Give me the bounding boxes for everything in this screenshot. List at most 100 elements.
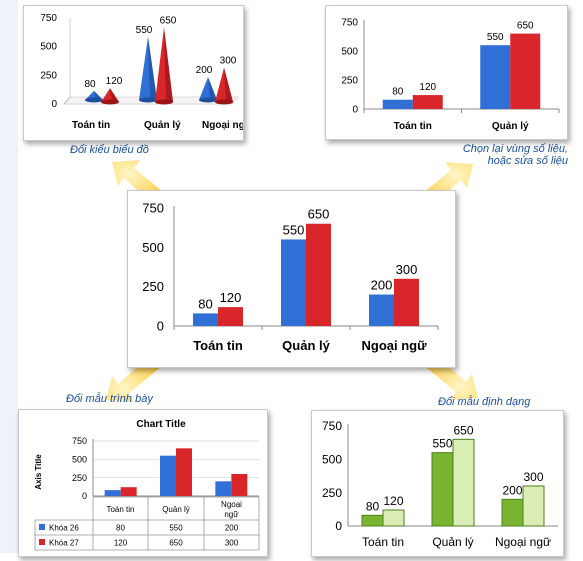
chart-3d-cone-svg: 0 250 500 750 80 120 Toán tin 550 650 Quản lý 200 3… xyxy=(40,13,252,131)
caption-change-layout: Đổi mẫu trình bày xyxy=(66,393,153,405)
y-tick-label: 750 xyxy=(72,436,87,446)
table-cell: 200 xyxy=(225,524,239,533)
category-label: Quản lý xyxy=(432,535,473,549)
category-label: Quản lý xyxy=(144,120,181,131)
table-header: ngữ xyxy=(224,510,239,519)
category-label: Quản lý xyxy=(282,338,330,353)
chart-panel-main[interactable]: 0 250 500 750 80 120 Toán tin 550 650 Quản lý 200 3… xyxy=(127,190,456,368)
y-tick-label: 500 xyxy=(40,42,57,53)
cone-base xyxy=(101,99,119,105)
legend-entry: Khóa 26 xyxy=(49,524,79,533)
cone-base xyxy=(215,99,233,105)
data-label: 120 xyxy=(419,82,436,93)
chart-panel-style[interactable]: 0 250 500 750 80 120 Toán tin 550 650 Quản lý 200 3… xyxy=(311,410,564,557)
chart-panel-data-range[interactable]: 0 250 500 750 80 120 Toán tin 550 650 Quản lý xyxy=(325,5,568,140)
bar xyxy=(104,490,121,496)
table-header: Ngoại xyxy=(221,500,242,509)
bar xyxy=(522,485,545,527)
category-label: Toán tin xyxy=(362,535,404,549)
bar xyxy=(160,455,176,496)
bar xyxy=(231,474,248,496)
data-label: 550 xyxy=(487,32,504,43)
cone-base xyxy=(199,97,217,103)
table-header: Quản lý xyxy=(162,505,190,514)
data-label: 80 xyxy=(84,79,96,90)
cone-shade xyxy=(148,36,157,101)
cone-base xyxy=(139,97,157,103)
category-label: Ngoại ngữ xyxy=(202,120,243,131)
bar xyxy=(120,487,137,496)
caption-select-data-line1: Chọn lại vùng số liệu, xyxy=(462,143,568,155)
table-header: Toán tin xyxy=(106,505,134,514)
data-label: 650 xyxy=(160,15,177,26)
cone-shade xyxy=(110,88,119,103)
bar xyxy=(218,307,243,326)
y-tick-label: 250 xyxy=(72,473,87,483)
table-cell: 300 xyxy=(225,539,239,548)
bar xyxy=(361,514,384,527)
y-tick-label: 750 xyxy=(142,201,164,216)
y-tick-label: 250 xyxy=(40,70,57,81)
category-label: Toán tin xyxy=(72,120,110,131)
legend-entry: Khóa 27 xyxy=(49,539,79,548)
category-label: Ngoại ngữ xyxy=(361,338,427,353)
chart-panel-3d-cone[interactable]: 0 250 500 750 80 120 Toán tin 550 650 Quản lý 200 3… xyxy=(23,5,253,141)
bar xyxy=(193,313,218,326)
bar xyxy=(452,438,475,527)
bar xyxy=(431,452,454,527)
bar xyxy=(281,239,306,326)
chart-panel-layout[interactable]: 0 250 500 750 Chart Title Axis Title Toán tin Q… xyxy=(18,409,268,557)
y-tick-label: 750 xyxy=(341,18,358,29)
data-label: 650 xyxy=(308,207,330,222)
bar xyxy=(501,498,524,527)
bar xyxy=(382,99,413,109)
bar xyxy=(510,33,541,109)
y-tick-label: 0 xyxy=(82,491,87,501)
data-label: 200 xyxy=(502,483,522,497)
category-label: Quản lý xyxy=(492,121,529,132)
category-label: Toán tin xyxy=(193,338,243,353)
bar xyxy=(480,45,511,109)
y-tick-label: 0 xyxy=(352,105,358,116)
caption-change-chart-type: Đổi kiểu biểu đồ xyxy=(70,144,149,156)
bar xyxy=(382,509,405,527)
bar xyxy=(215,481,232,496)
data-label: 650 xyxy=(517,21,534,32)
data-label: 80 xyxy=(198,296,212,311)
caption-select-data-line2: hoặc sửa số liệu xyxy=(487,155,568,167)
data-label: 120 xyxy=(106,76,123,87)
data-label: 550 xyxy=(136,25,153,36)
data-label: 550 xyxy=(283,222,305,237)
cone-shade xyxy=(224,67,233,103)
data-label: 200 xyxy=(371,278,393,293)
y-tick-label: 500 xyxy=(322,453,342,467)
cone-shade xyxy=(164,27,173,103)
category-label: Toán tin xyxy=(394,121,432,132)
data-label: 120 xyxy=(220,290,242,305)
y-tick-label: 250 xyxy=(322,486,342,500)
y-tick-label: 0 xyxy=(51,99,57,110)
left-background-strip xyxy=(0,0,18,553)
axis-title: Axis Title xyxy=(34,454,43,490)
y-tick-label: 0 xyxy=(335,519,342,533)
bar xyxy=(394,278,419,326)
data-label: 200 xyxy=(196,65,213,76)
data-label: 300 xyxy=(220,56,237,67)
y-tick-label: 0 xyxy=(157,319,164,334)
y-tick-label: 500 xyxy=(72,454,87,464)
y-tick-label: 750 xyxy=(322,419,342,433)
table-cell: 80 xyxy=(116,524,125,533)
chart-layout-svg: 0 250 500 750 Chart Title Axis Title Toán tin Q… xyxy=(34,419,260,551)
chart-data-range-svg: 0 250 500 750 80 120 Toán tin 550 650 Quản lý xyxy=(341,18,560,132)
data-label: 550 xyxy=(432,437,452,451)
data-label: 80 xyxy=(392,87,404,98)
cone-shade xyxy=(208,77,217,101)
legend-key xyxy=(39,524,45,530)
table-cell: 650 xyxy=(169,539,183,548)
data-label: 80 xyxy=(366,499,380,513)
cone-base xyxy=(85,97,103,103)
table-cell: 550 xyxy=(169,524,183,533)
bar xyxy=(369,294,394,326)
